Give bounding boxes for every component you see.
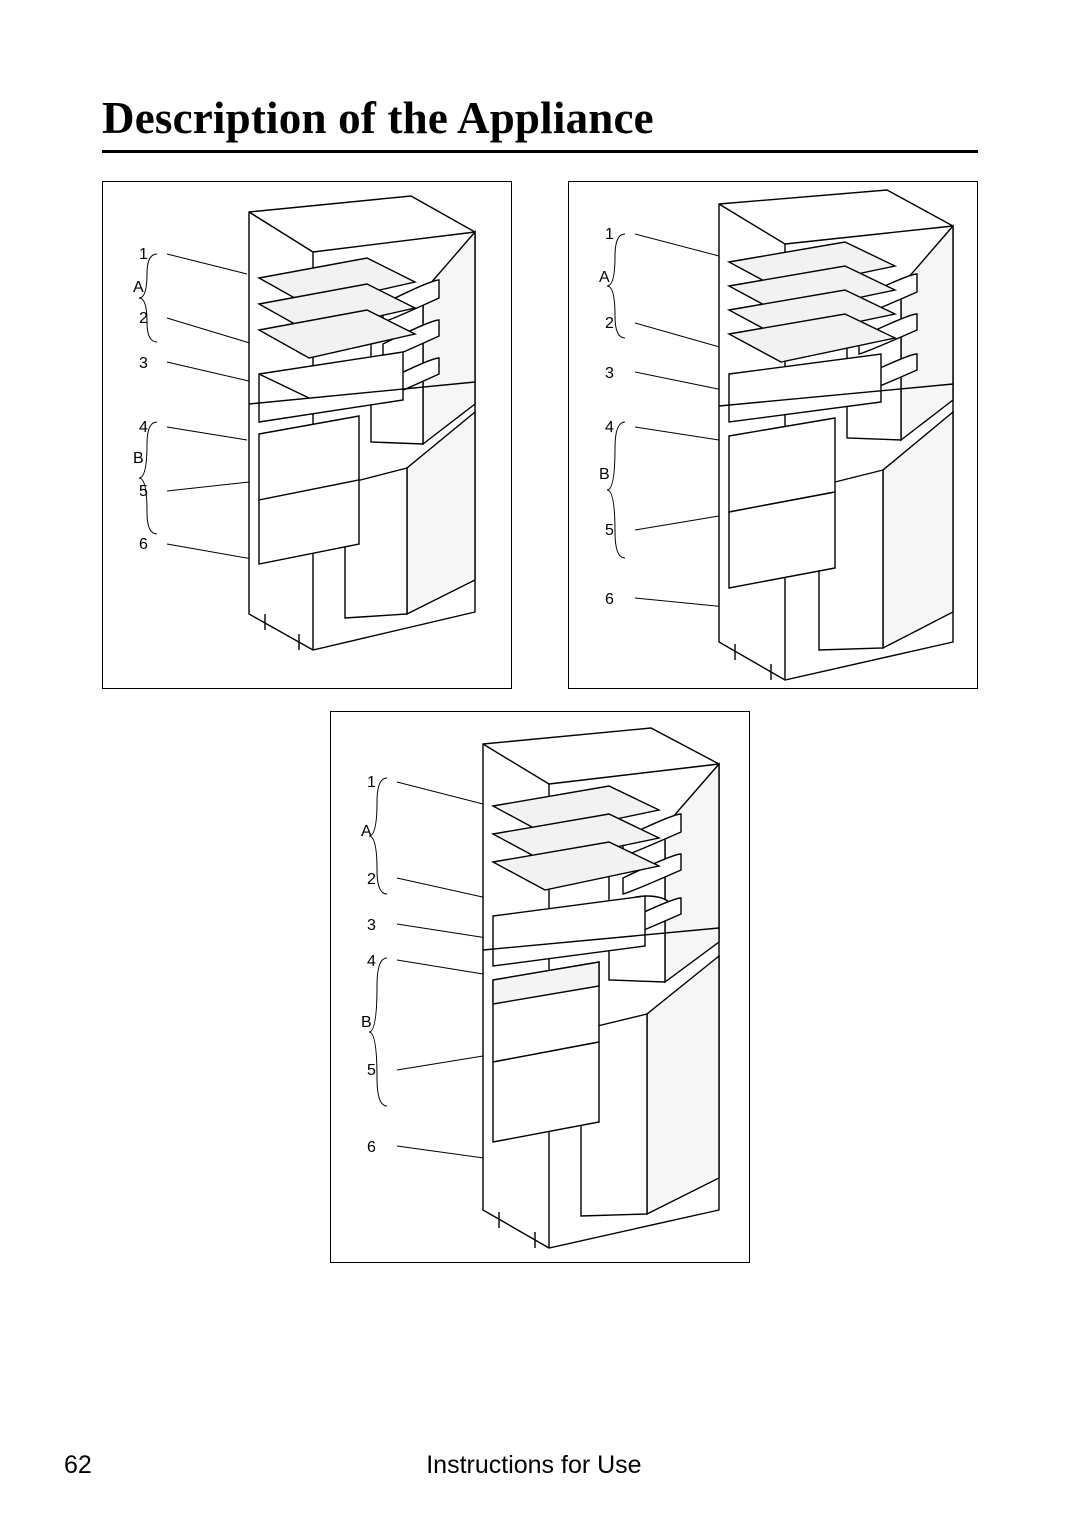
page-footer: 62 Instructions for Use [64, 1451, 1016, 1480]
page-number: 62 [64, 1451, 92, 1480]
figure-3: 1 A 2 3 4 B 5 6 [330, 711, 750, 1263]
callout-label: 3 [367, 917, 376, 935]
callout-label: B [133, 450, 144, 468]
callout-label: 1 [139, 246, 148, 264]
page-title: Description of the Appliance [102, 92, 978, 144]
callout-label: B [361, 1014, 372, 1032]
callout-label: 4 [139, 419, 148, 437]
callout-label: 1 [367, 774, 376, 792]
callout-label: 4 [367, 953, 376, 971]
callout-label: A [599, 269, 610, 287]
callout-label: 2 [367, 871, 376, 889]
callout-label: 4 [605, 419, 614, 437]
footer-text: Instructions for Use [92, 1451, 976, 1480]
callout-label: B [599, 466, 610, 484]
callout-label: A [361, 823, 372, 841]
appliance-diagram-3 [331, 712, 751, 1264]
figure-1: 1 A 2 3 4 B 5 6 [102, 181, 512, 689]
callout-label: 6 [605, 591, 614, 609]
callout-label: 2 [139, 310, 148, 328]
callout-label: A [133, 279, 144, 297]
callout-label: 5 [139, 483, 148, 501]
callout-label: 1 [605, 226, 614, 244]
page: Description of the Appliance [0, 0, 1080, 1529]
figure-row-top: 1 A 2 3 4 B 5 6 [102, 181, 978, 689]
callout-label: 6 [367, 1139, 376, 1157]
callout-label: 5 [367, 1062, 376, 1080]
title-rule [102, 150, 978, 153]
callout-label: 3 [605, 365, 614, 383]
figure-2: 1 A 2 3 4 B 5 6 [568, 181, 978, 689]
callout-label: 5 [605, 522, 614, 540]
appliance-diagram-1 [103, 182, 518, 690]
appliance-diagram-2 [569, 182, 984, 690]
callout-label: 3 [139, 355, 148, 373]
callout-label: 2 [605, 315, 614, 333]
callout-label: 6 [139, 536, 148, 554]
